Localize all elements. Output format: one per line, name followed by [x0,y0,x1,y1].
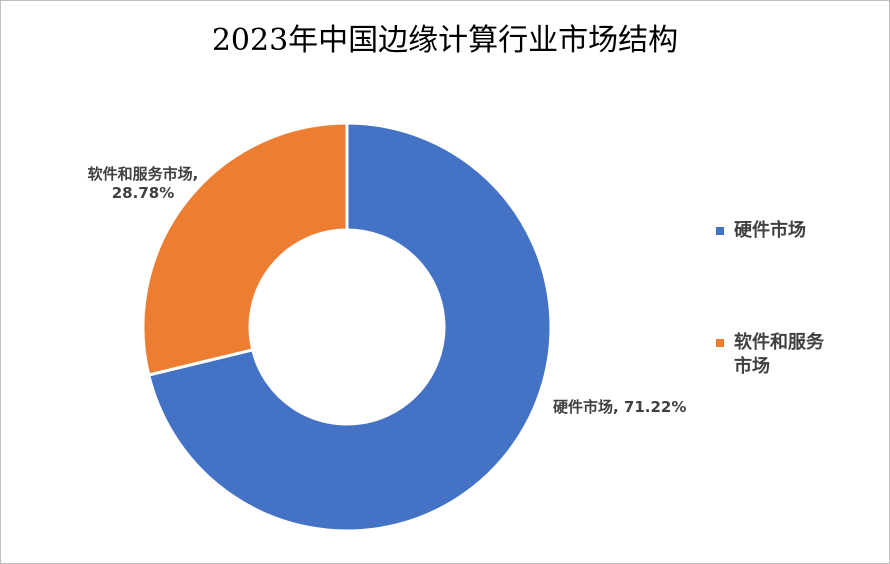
legend-label-hardware: 硬件市场 [734,220,806,241]
data-label-hardware: 硬件市场, 71.22% [553,398,687,416]
legend: 硬件市场 软件和服务市场 [714,219,854,379]
legend-item-software-services: 软件和服务市场 [714,331,834,379]
legend-swatch-hardware [716,227,724,235]
legend-swatch-software-services [716,339,724,347]
slice-hardware [147,121,553,533]
data-label-software-services: 软件和服务市场, 28.78% [77,165,209,203]
slice-software-services [141,121,349,377]
chart-title: 2023年中国边缘计算行业市场结构 [211,23,679,58]
legend-label-software-services: 软件和服务市场 [734,332,824,377]
legend-item-hardware: 硬件市场 [714,219,854,243]
data-label-software-name: 软件和服务市场, [87,165,199,183]
data-label-software-value: 28.78% [111,184,175,202]
